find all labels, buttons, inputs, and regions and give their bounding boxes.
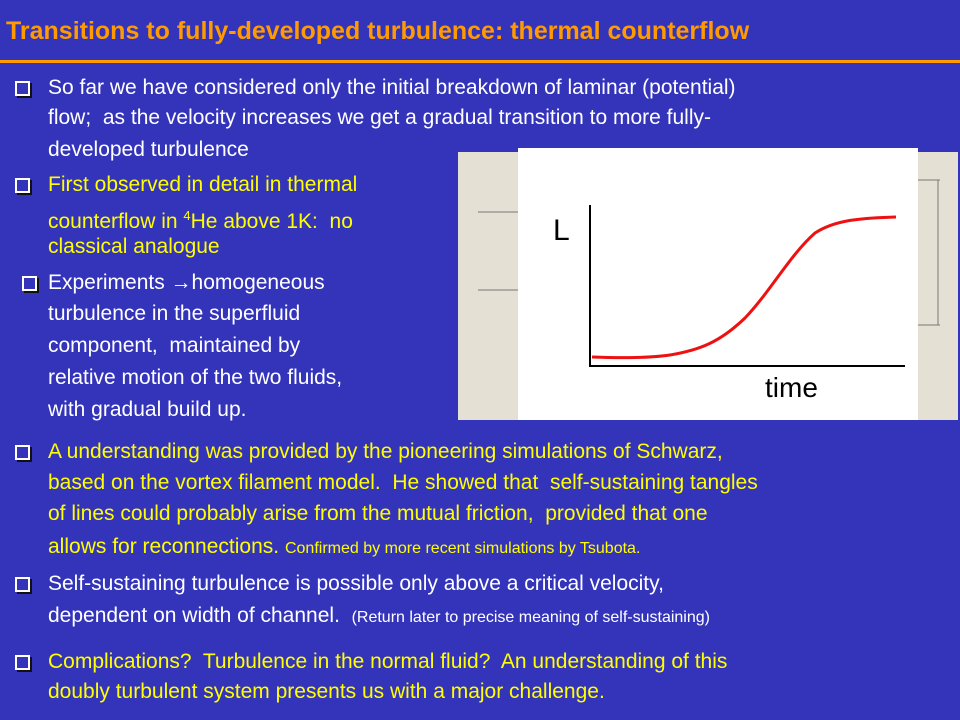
text-line: relative motion of the two fluids, bbox=[48, 366, 343, 389]
curve bbox=[591, 215, 897, 360]
plot-panel bbox=[518, 148, 918, 420]
text-line: developed turbulence bbox=[48, 138, 249, 161]
title: Transitions to fully-developed turbulenc… bbox=[6, 17, 750, 45]
text-line: of lines could probably arise from the m… bbox=[48, 502, 708, 525]
superscript: 4 bbox=[183, 208, 191, 223]
bullet-marker bbox=[15, 577, 30, 592]
text-line: based on the vortex filament model. He s… bbox=[48, 471, 758, 494]
text-line: So far we have considered only the initi… bbox=[48, 76, 736, 99]
text-run: Confirmed by more recent simulations by … bbox=[284, 540, 641, 557]
text-line: First observed in detail in thermal bbox=[48, 173, 358, 196]
text-line: classical analogue bbox=[48, 235, 220, 258]
text-line: counterflow in 4He above 1K: no bbox=[48, 203, 353, 235]
x-label: time bbox=[765, 372, 818, 403]
bullet-marker bbox=[22, 276, 37, 291]
text-line: dependent on width of channel. (Return l… bbox=[48, 603, 710, 631]
bullet-marker bbox=[15, 178, 30, 193]
text-run: (Return later to precise meaning of self… bbox=[351, 609, 710, 626]
text-run: counterflow in bbox=[48, 210, 184, 233]
bullet-marker bbox=[15, 445, 30, 460]
text-line: flow; as the velocity increases we get a… bbox=[48, 106, 711, 129]
text-line: doubly turbulent system presents us with… bbox=[48, 680, 605, 703]
bullet-marker bbox=[15, 655, 30, 670]
title-rule bbox=[0, 60, 960, 63]
bullet-marker bbox=[15, 81, 30, 96]
text-run: dependent on width of channel. bbox=[48, 604, 340, 627]
text-line: component, maintained by bbox=[48, 334, 301, 357]
text-line: Complications? Turbulence in the normal … bbox=[48, 650, 728, 673]
y-label: L bbox=[553, 214, 570, 247]
text-line: Self-sustaining turbulence is possible o… bbox=[48, 572, 664, 595]
text-line: allows for reconnections. Confirmed by m… bbox=[48, 534, 640, 562]
text-line: turbulence in the superfluid bbox=[48, 302, 301, 325]
text-line: with gradual build up. bbox=[48, 398, 247, 421]
text-run: He above 1K: no bbox=[190, 210, 353, 233]
text-line: A understanding was provided by the pion… bbox=[48, 440, 723, 463]
text-line: Experiments →homogeneous bbox=[48, 271, 325, 294]
text-run: allows for reconnections. bbox=[48, 535, 280, 558]
